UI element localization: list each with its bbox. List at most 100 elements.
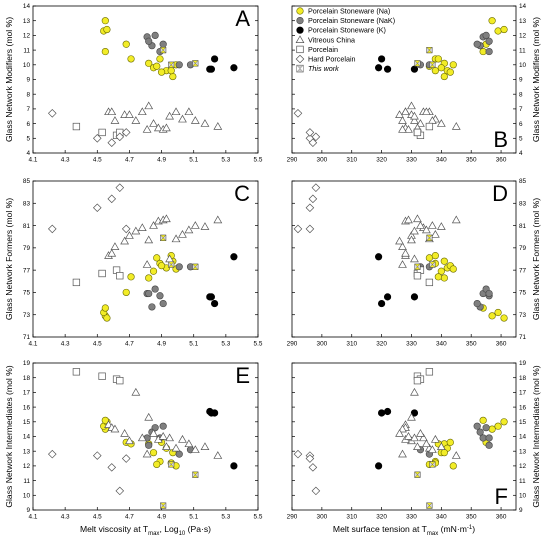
panel-f: 9 10 11 12 13 14 15 16 17 18 19 290 300 310 320 330 340 3…	[287, 360, 541, 520]
point-vitreous-e-7	[144, 412, 154, 421]
point-na-b-0	[488, 17, 496, 25]
x-tick-label: 4.1	[29, 514, 38, 521]
legend-item-na: Porcelain Stoneware (Na)	[296, 7, 390, 16]
y-tick-label: 8	[26, 91, 30, 98]
legend-marker-nak	[296, 17, 304, 25]
x-tick-label: 4.1	[29, 341, 38, 348]
point-porcelain-e-3	[116, 376, 124, 385]
point-nak-f-3	[485, 434, 493, 442]
point-k-d-3	[410, 293, 419, 301]
point-k-e-2	[230, 462, 238, 470]
point-vitreous-a-6	[137, 107, 147, 116]
point-vitreous-f-14	[430, 434, 440, 443]
point-hard-e-1	[92, 451, 102, 460]
point-na-d-0	[488, 312, 496, 320]
point-porcelain-a-1	[98, 128, 106, 137]
x-tick-label: 360	[496, 514, 507, 521]
legend-label-na: Porcelain Stoneware (Na)	[308, 7, 390, 16]
point-thiswork-c-2	[192, 263, 199, 270]
point-vitreous-e-11	[161, 442, 171, 450]
point-vitreous-b-8	[416, 119, 425, 127]
point-k-f-2	[375, 462, 383, 470]
point-nak-b-3	[485, 47, 493, 56]
x-tick-label: 300	[317, 514, 328, 521]
y-tick-label: 13	[23, 18, 31, 25]
point-vitreous-a-2	[110, 116, 120, 124]
point-nak-f-0	[479, 434, 487, 442]
x-tick-label: 310	[346, 157, 357, 164]
legend-label-k: Porcelain Stoneware (K)	[308, 26, 386, 35]
point-hard-c-2	[107, 194, 117, 204]
y-tick-label: 77	[23, 267, 31, 274]
y-tick-label: 14	[23, 3, 31, 10]
y-tick-label: 79	[519, 245, 527, 252]
point-vitreous-b-12	[410, 111, 419, 120]
y-tick-label: 9	[519, 77, 523, 84]
point-na-a-10	[169, 72, 177, 81]
point-na-c-4	[101, 304, 109, 312]
point-vitreous-c-2	[110, 242, 120, 250]
point-nak-a-5	[145, 37, 153, 45]
point-nak-f-5	[485, 441, 493, 449]
x-axis-label-tension: Melt surface tension at Tmax (mN·m-1)	[333, 524, 475, 537]
point-vitreous-f-7	[407, 412, 416, 421]
point-vitreous-e-12	[165, 433, 175, 442]
point-vitreous-e-14	[178, 434, 187, 443]
y-tick-label: 81	[23, 223, 31, 230]
point-nak-b-4	[473, 40, 481, 48]
point-vitreous-d-18	[451, 215, 461, 224]
point-nak-a-6	[175, 61, 183, 69]
point-porcelain-f-0	[425, 368, 434, 376]
y-tick-label: 7	[519, 106, 523, 113]
point-na-d-10	[440, 257, 448, 265]
point-na-c-5	[145, 274, 153, 282]
point-vitreous-a-8	[149, 119, 158, 127]
point-k-a-1	[211, 55, 219, 63]
point-k-b-1	[378, 55, 386, 63]
point-thiswork-b-1	[429, 61, 436, 68]
panel-b: 4 5 6 7 8 9 10 11 12 13 14 290 300 310 320 330 340 350 360…	[287, 3, 541, 163]
x-tick-label: 320	[376, 514, 387, 521]
point-vitreous-e-6	[137, 433, 147, 442]
y-tick-label: 4	[26, 150, 30, 157]
legend: Porcelain Stoneware (Na) Porcelain Stonew…	[295, 7, 395, 73]
y-tick-label: 10	[23, 62, 31, 69]
x-tick-label: 330	[406, 514, 417, 521]
panel-a: 4 5 6 7 8 9 10 11 12 13 14 4.1 4.3 4.5 4.7 4.9 5.1 5.3 5.5…	[4, 3, 263, 163]
x-tick-label: 4.3	[61, 514, 70, 521]
point-na-f-13	[449, 462, 457, 470]
y-tick-label: 4	[519, 150, 523, 157]
x-tick-label: 5.1	[189, 341, 198, 348]
point-vitreous-c-8	[149, 221, 158, 229]
panel-letter: B	[493, 127, 508, 152]
legend-marker-na	[296, 7, 304, 15]
legend-item-k: Porcelain Stoneware (K)	[296, 26, 386, 35]
point-nak-c-4	[159, 299, 167, 308]
y-axis-label: Glass Network Modifiers (mol %)	[4, 17, 14, 142]
point-vitreous-c-16	[190, 221, 200, 229]
point-na-d-5	[440, 274, 448, 282]
point-thiswork-b-0	[426, 47, 433, 54]
point-hard-d-1	[305, 203, 315, 213]
point-vitreous-b-3	[395, 110, 404, 118]
point-vitreous-e-18	[213, 451, 223, 459]
point-k-f-3	[410, 409, 419, 417]
point-k-c-2	[230, 253, 238, 261]
point-k-b-2	[375, 64, 383, 72]
x-tick-label: 310	[346, 514, 357, 521]
y-tick-label: 12	[23, 463, 31, 470]
y-tick-label: 16	[23, 404, 31, 411]
y-tick-label: 14	[519, 434, 527, 441]
point-vitreous-b-2	[398, 116, 407, 124]
point-vitreous-a-17	[200, 119, 210, 127]
point-vitreous-c-13	[171, 234, 181, 243]
x-tick-label: 4.5	[93, 514, 102, 521]
point-nak-d-4	[473, 299, 481, 308]
point-hard-b-2	[308, 138, 318, 148]
point-vitreous-f-16	[427, 445, 437, 453]
point-hard-b-4	[305, 128, 315, 137]
legend-label-hard: Hard Porcelain	[308, 55, 356, 64]
point-vitreous-d-19	[398, 260, 407, 268]
panel-frame	[32, 180, 259, 338]
x-tick-label: 350	[466, 514, 477, 521]
